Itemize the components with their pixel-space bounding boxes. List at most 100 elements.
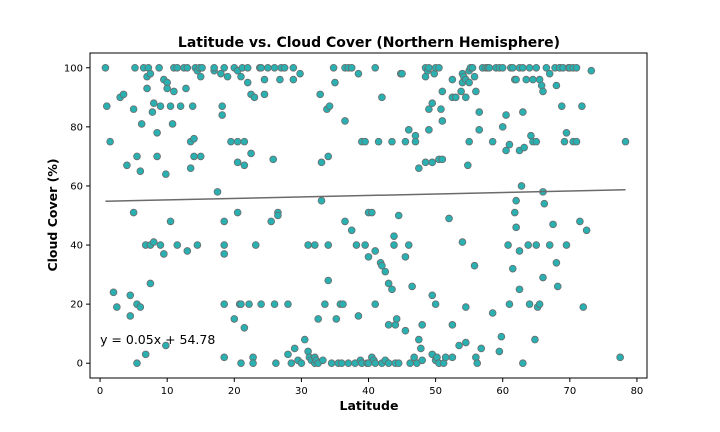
data-point [240,161,249,170]
data-point [510,208,519,217]
data-point [508,264,517,273]
data-point [579,303,588,311]
data-point [237,72,245,81]
data-point [552,258,561,267]
data-point [552,81,561,90]
data-point [210,63,218,72]
data-point [314,315,322,323]
data-point [473,359,482,368]
data-point [267,217,275,226]
data-point [296,69,304,78]
data-point [451,93,460,102]
data-point [562,128,571,137]
data-point [243,78,252,87]
data-point [287,359,296,368]
data-point [220,217,229,226]
data-point [280,63,289,72]
data-point [247,149,255,158]
data-point [237,359,245,368]
y-tick-label: 100 [64,63,83,74]
data-point [404,241,413,249]
data-point [475,108,484,116]
data-point [562,241,571,249]
data-point [384,321,393,329]
data-point [324,276,333,285]
data-point [388,285,396,294]
data-point [502,111,510,119]
data-point [250,93,259,102]
data-point [186,164,195,173]
data-point [415,164,423,173]
data-point [270,300,279,308]
data-point [398,69,406,78]
data-point [364,253,373,261]
x-tick-label: 30 [295,386,308,397]
data-point [515,247,524,255]
data-point [173,241,182,249]
data-point [245,300,253,308]
data-point [257,63,265,72]
data-point [217,69,225,78]
data-point [289,63,298,72]
data-point [237,300,245,308]
data-point [289,75,298,84]
data-point [505,140,514,149]
data-point [183,247,192,255]
data-point [300,335,309,344]
data-point [438,155,447,164]
data-point [126,312,135,320]
data-point [545,241,554,249]
y-tick-label: 0 [77,359,83,370]
data-point [354,69,363,78]
data-point [146,279,155,288]
data-point [520,143,528,152]
y-tick-label: 60 [70,181,83,192]
data-point [102,102,111,110]
data-point [354,312,363,320]
data-point [616,353,624,362]
data-point [347,226,356,235]
data-point [475,126,484,134]
data-point [512,75,520,84]
y-axis-label: Cloud Cover (%) [45,158,60,271]
data-point [321,300,329,308]
data-point [371,359,380,368]
data-point [477,344,486,353]
data-point [113,303,121,311]
data-point [488,137,497,146]
y-tick-label: 40 [70,241,83,252]
data-point [272,359,280,368]
data-point [153,152,161,161]
data-point [540,199,549,208]
y-tick-label: 20 [70,300,83,311]
data-point [390,241,398,249]
data-point [428,158,437,167]
data-point [435,63,443,72]
data-point [332,315,341,323]
data-point [448,75,457,84]
data-point [408,282,416,291]
data-point [425,105,433,113]
data-point [560,137,569,146]
data-point [327,359,336,368]
data-point [504,241,512,249]
data-point [109,288,118,297]
data-point [425,126,433,134]
data-point [182,84,190,93]
data-point [578,102,586,110]
chart-title: Latitude vs. Cloud Cover (Northern Hemis… [178,35,560,51]
x-tick-label: 80 [631,386,644,397]
data-point [131,63,139,72]
data-point [347,63,356,72]
data-point [304,241,312,249]
data-point [455,341,463,350]
data-point [230,315,239,323]
data-point [587,66,596,75]
axis-ticks: 0 10 20 30 40 50 60 70 80 0 20 40 60 80 100 [64,63,643,397]
data-point [470,72,479,81]
x-axis-label: Latitude [340,398,399,413]
data-point [428,291,437,300]
data-point [141,350,150,359]
data-point [462,93,470,102]
data-point [512,196,520,205]
